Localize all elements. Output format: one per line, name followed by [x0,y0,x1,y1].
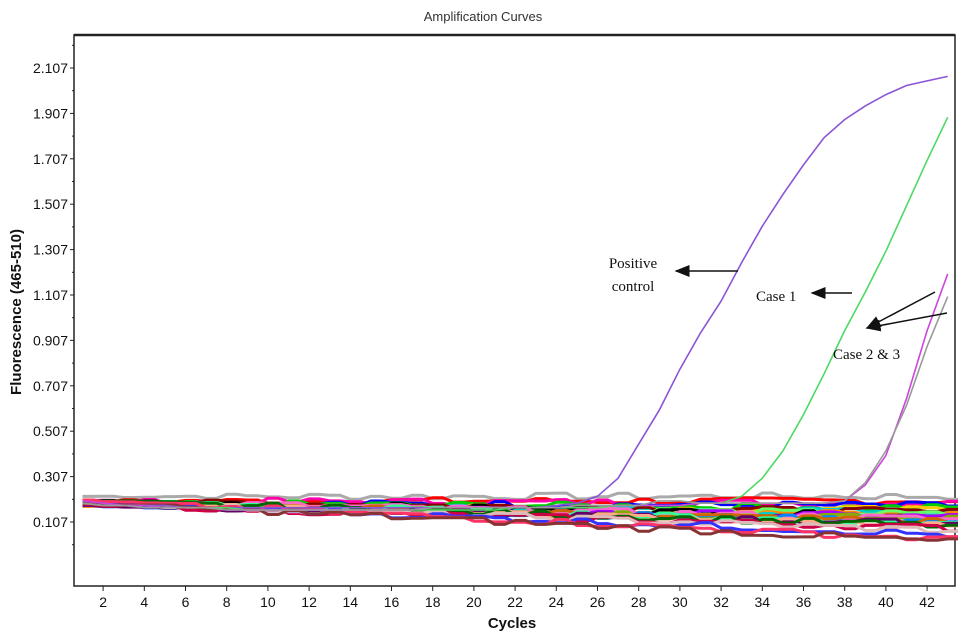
x-tick-label: 42 [919,594,935,610]
annotation-text: control [612,279,655,295]
x-axis-ticks: 2 4 6 8 10 12 14 16 18 20 22 24 26 28 30 32 34 36 38 40 42 [99,586,935,610]
y-tick-label: 1.707 [33,151,68,167]
x-tick-label: 8 [223,594,231,610]
y-tick-label: 0.907 [33,332,68,348]
x-tick-label: 6 [182,594,190,610]
y-tick-label: 1.907 [33,105,68,121]
y-tick-label: 0.507 [33,423,68,439]
annotation-arrow [865,312,948,332]
y-tick-label: 2.107 [33,60,68,76]
x-tick-label: 34 [755,594,771,610]
y-axis-ticks: 0.107 0.307 0.507 0.707 0.907 1.107 1.307 1.507… [33,44,74,546]
annotation-text: Case 1 [756,289,796,305]
annotation-positive-control: Positive control [609,256,738,295]
x-tick-label: 22 [507,594,523,610]
x-tick-label: 36 [796,594,812,610]
y-tick-label: 1.307 [33,242,68,258]
annotation-case-1: Case 1 [756,287,852,305]
background-series-line [82,498,958,542]
x-tick-label: 18 [425,594,441,610]
x-tick-label: 14 [343,594,359,610]
x-tick-label: 4 [140,594,148,610]
y-tick-label: 1.507 [33,196,68,212]
x-tick-label: 24 [549,594,565,610]
main-series-group [82,75,949,511]
x-axis-label: Cycles [488,615,536,632]
x-tick-label: 32 [713,594,729,610]
x-tick-label: 40 [878,594,894,610]
x-tick-label: 26 [590,594,606,610]
x-tick-label: 30 [672,594,688,610]
y-tick-label: 0.307 [33,469,68,485]
x-tick-label: 2 [99,594,107,610]
annotation-text: Positive [609,256,658,272]
series-line-case-3 [82,296,949,511]
annotation-text: Case 2 & 3 [833,347,900,363]
x-tick-label: 28 [631,594,647,610]
plot-area [73,34,956,587]
x-tick-label: 10 [260,594,276,610]
y-axis-label: Fluorescence (465-510) [8,229,25,395]
chart-title: Amplification Curves [424,9,543,24]
x-tick-label: 12 [301,594,317,610]
x-tick-label: 38 [837,594,853,610]
annotation-case-2-3: Case 2 & 3 [833,291,948,363]
x-tick-label: 20 [466,594,482,610]
y-tick-label: 0.107 [33,514,68,530]
y-tick-label: 1.107 [33,287,68,303]
x-tick-label: 16 [384,594,400,610]
y-tick-label: 0.707 [33,378,68,394]
